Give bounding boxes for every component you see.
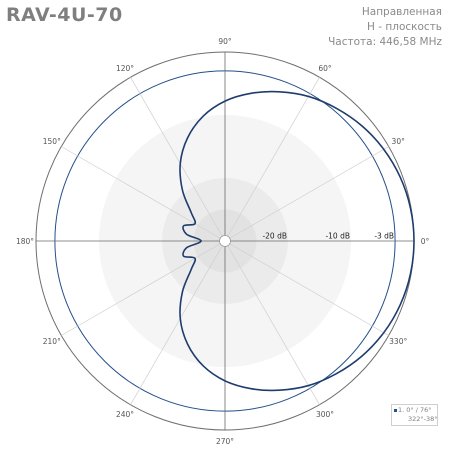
legend-swatch — [394, 408, 397, 412]
center-hole — [219, 235, 231, 247]
grid-spoke-150 — [61, 146, 226, 242]
info-block: Направленная H - плоскость Частота: 446,… — [328, 5, 442, 50]
info-line-plane: H - плоскость — [367, 21, 442, 33]
angle-label-330: 330° — [389, 337, 407, 346]
model-title: RAV-4U-70 — [6, 4, 123, 26]
grid-spoke-240 — [130, 240, 226, 405]
angle-label-180: 180° — [16, 237, 34, 246]
db-label-10: -10 dB — [325, 232, 350, 241]
angle-label-210: 210° — [43, 337, 61, 346]
angle-label-0: 0° — [421, 237, 430, 246]
legend-line-2: 322°-38° — [408, 415, 438, 423]
grid-spoke-210 — [61, 240, 226, 336]
angle-label-90: 90° — [218, 37, 232, 46]
db-label-20: -20 dB — [262, 232, 287, 241]
pattern-series-line-0 — [179, 90, 415, 392]
angle-label-240: 240° — [116, 410, 134, 419]
info-line-type: Направленная — [361, 6, 442, 18]
legend-line-1: 1. 0° / 76° — [398, 406, 432, 414]
angle-label-150: 150° — [43, 137, 61, 146]
angle-label-30: 30° — [392, 137, 406, 146]
angle-label-60: 60° — [318, 64, 332, 73]
db-label-3: -3 dB — [374, 232, 394, 241]
legend-box: 1. 0° / 76° 322°-38° — [391, 404, 438, 426]
angle-label-120: 120° — [116, 64, 134, 73]
grid-spoke-330 — [224, 240, 389, 336]
grid-spoke-60 — [224, 77, 320, 242]
grid-spoke-300 — [224, 240, 320, 405]
angle-label-300: 300° — [316, 410, 334, 419]
legend-entry: 1. 0° / 76° — [394, 406, 435, 415]
grid-spoke-30 — [224, 146, 389, 242]
angle-label-270: 270° — [216, 437, 234, 446]
grid-spoke-120 — [130, 77, 226, 242]
info-line-frequency: Частота: 446,58 MHz — [328, 36, 442, 48]
